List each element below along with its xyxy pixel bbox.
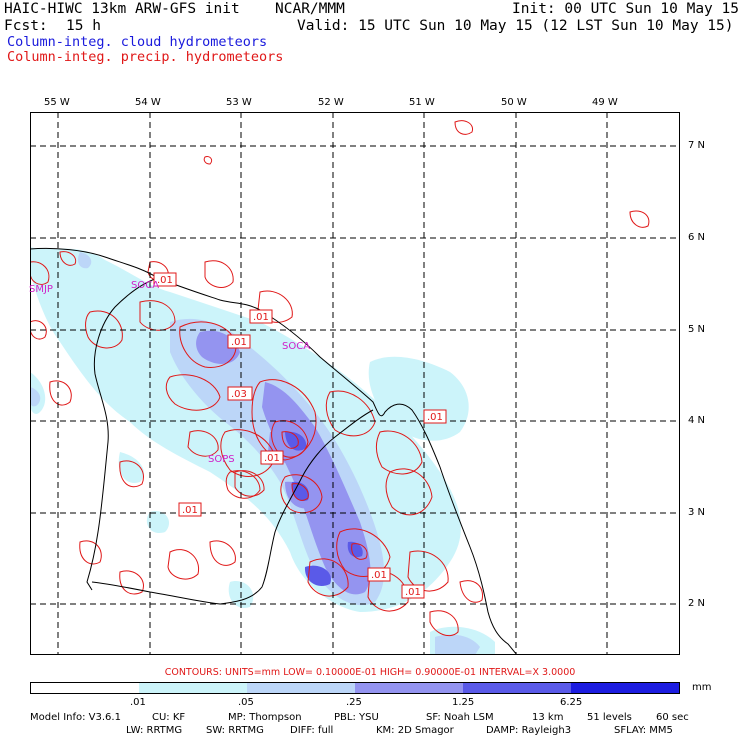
- model-info-lw: LW: RRTMG: [126, 725, 183, 736]
- contours-info: CONTOURS: UNITS=mm LOW= 0.10000E-01 HIGH…: [164, 667, 576, 678]
- lat-label: 7 N: [688, 140, 706, 151]
- contour-label-text: .01: [427, 412, 443, 423]
- model-info-sflay: SFLAY: MM5: [614, 725, 673, 736]
- model-info-km: KM: 2D Smagor: [376, 725, 454, 736]
- init-time: Init: 00 UTC Sun 10 May 15: [512, 1, 739, 17]
- contour-label-text: .01: [371, 570, 387, 581]
- map-frame: [30, 112, 680, 655]
- scale-bin: [247, 683, 355, 693]
- scale-tick: 6.25: [560, 697, 583, 708]
- contour-label: .01: [249, 309, 273, 324]
- contour-label-text: .01: [253, 312, 269, 323]
- lon-label: 54 W: [135, 97, 161, 108]
- contour-label: .01: [153, 272, 177, 287]
- precip-contours: [30, 120, 650, 637]
- lon-label: 55 W: [44, 97, 70, 108]
- scale-bin: [355, 683, 463, 693]
- latlon-grid: [30, 112, 680, 655]
- contour-label-text: .01: [264, 453, 280, 464]
- scale-bin: [31, 683, 139, 693]
- lat-label: 3 N: [688, 507, 706, 518]
- contour-label: .01: [367, 567, 391, 582]
- contour-label: .01: [227, 334, 251, 349]
- model-info-timestep: 60 sec: [656, 712, 689, 723]
- field-precip-title: Column-integ. precip. hydrometeors: [7, 49, 284, 65]
- contour-label: .01: [178, 502, 202, 517]
- scale-bin: [571, 683, 679, 693]
- scale-tick: .05: [238, 697, 254, 708]
- lat-label: 5 N: [688, 324, 706, 335]
- site-label: SOCA: [131, 280, 160, 291]
- model-info-res: 13 km: [532, 712, 564, 723]
- contour-label-text: .01: [231, 337, 247, 348]
- model-info-diff: DIFF: full: [290, 725, 334, 736]
- model-info-damp: DAMP: Rayleigh3: [486, 725, 572, 736]
- site-label: SOCA: [282, 341, 311, 352]
- model-info-version: Model Info: V3.6.1: [30, 712, 121, 723]
- scale-bin: [139, 683, 247, 693]
- lon-label: 51 W: [409, 97, 435, 108]
- valid-time: Valid: 15 UTC Sun 10 May 15 (12 LST Sun …: [297, 18, 734, 34]
- site-label: SMJP: [29, 284, 53, 295]
- contour-label-text: .03: [231, 389, 247, 400]
- model-info-mp: MP: Thompson: [228, 712, 302, 723]
- scale-tick: .25: [346, 697, 362, 708]
- color-scale: [30, 682, 680, 694]
- lat-label: 4 N: [688, 415, 706, 426]
- contour-label: .01: [401, 584, 425, 599]
- contour-label-text: .01: [182, 505, 198, 516]
- lon-label: 50 W: [501, 97, 527, 108]
- model-title: HAIC-HIWC 13km ARW-GFS init: [4, 1, 240, 17]
- scale-tick: .01: [130, 697, 146, 708]
- org-label: NCAR/MMM: [275, 1, 345, 17]
- contour-label-text: .01: [157, 275, 173, 286]
- scale-tick: 1.25: [452, 697, 475, 708]
- field-cloud-title: Column-integ. cloud hydrometeors: [7, 34, 268, 50]
- lat-label: 2 N: [688, 598, 706, 609]
- contour-label-text: .01: [405, 587, 421, 598]
- lat-label: 6 N: [688, 232, 706, 243]
- model-info-cu: CU: KF: [152, 712, 186, 723]
- fcst-value: 15 h: [66, 18, 101, 34]
- contour-label: .03: [227, 386, 253, 401]
- fcst-label: Fcst:: [4, 18, 48, 34]
- model-info-sw: SW: RRTMG: [206, 725, 264, 736]
- contour-label: .01: [260, 450, 284, 465]
- lon-label: 52 W: [318, 97, 344, 108]
- model-info-levels: 51 levels: [587, 712, 632, 723]
- model-info-sf: SF: Noah LSM: [426, 712, 494, 723]
- contour-label: .01: [423, 409, 447, 424]
- forecast-map: .01 .01 .01 .03 .01 .01 .01 .01: [30, 112, 680, 655]
- contour-labels: .01 .01 .01 .03 .01 .01 .01 .01: [153, 272, 447, 599]
- lon-label: 49 W: [592, 97, 618, 108]
- site-label: SOPS: [208, 454, 235, 465]
- scale-unit: mm: [692, 682, 712, 693]
- scale-bin: [463, 683, 571, 693]
- model-info-pbl: PBL: YSU: [334, 712, 379, 723]
- lon-label: 53 W: [226, 97, 252, 108]
